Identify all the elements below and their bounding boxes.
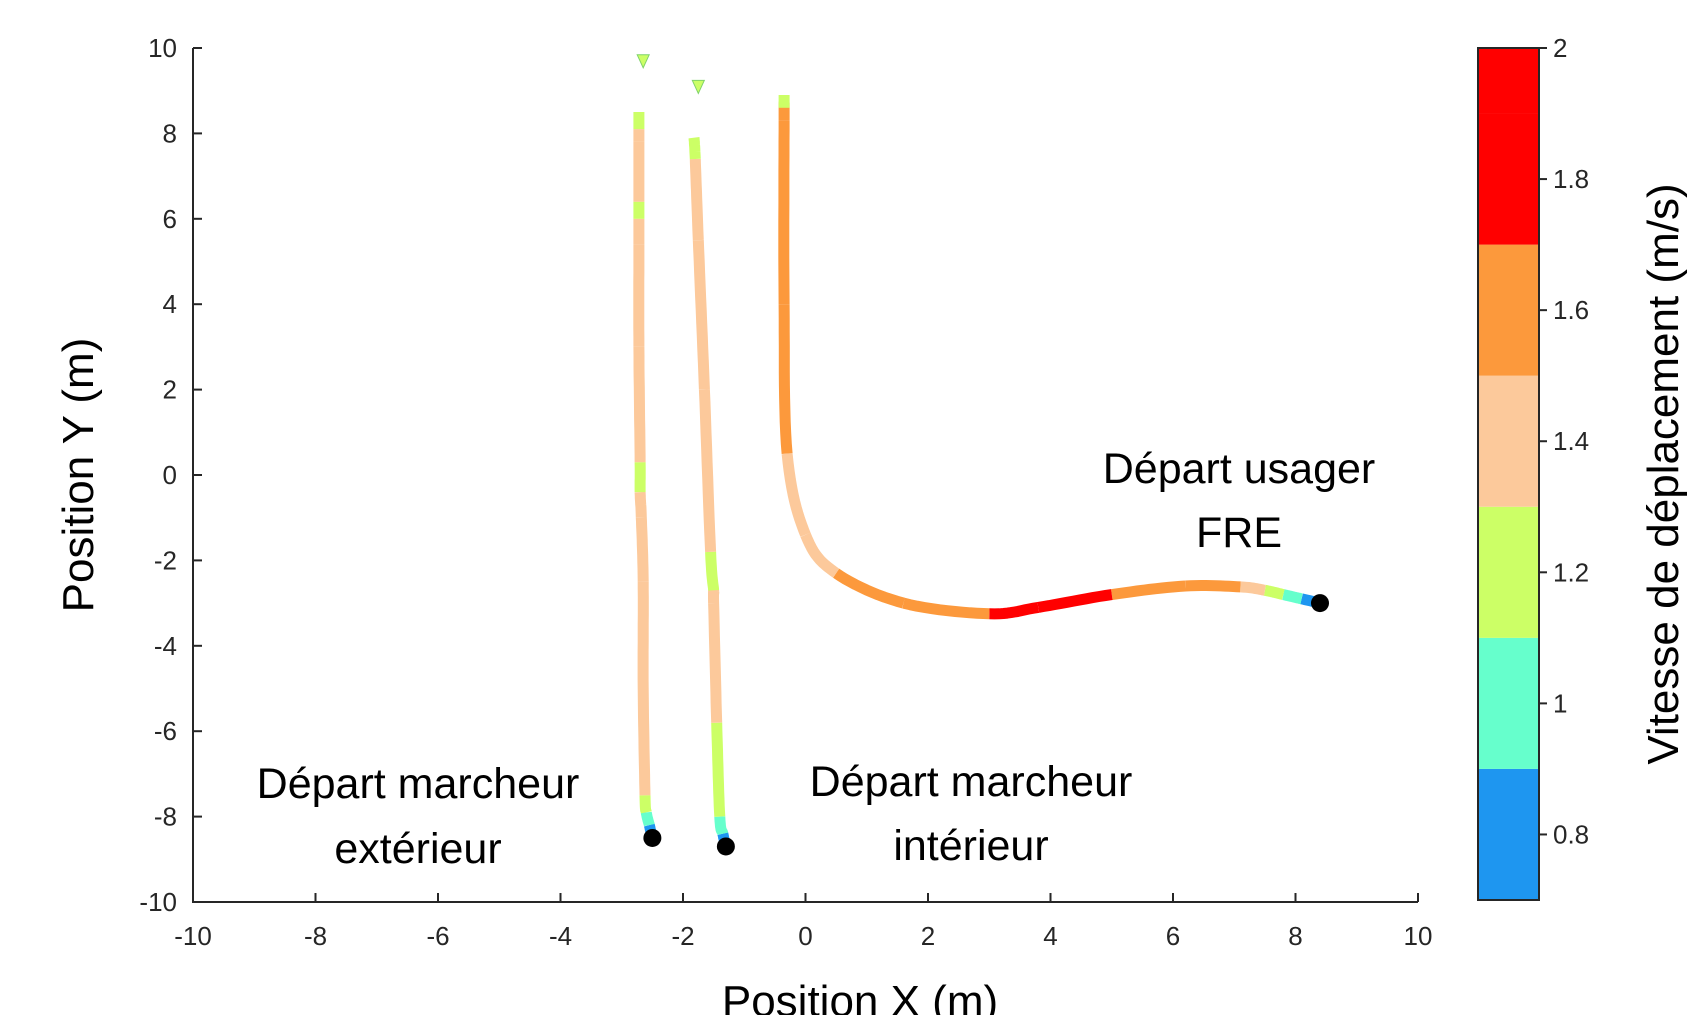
trajectory-segment [635, 516, 649, 582]
y-tick-label: -6 [154, 716, 177, 746]
annotations: Départ usager FRE Départ marcheur extéri… [257, 445, 1376, 873]
trajectory-segment [692, 239, 710, 390]
colorbar-tick-label: 1.6 [1553, 295, 1589, 325]
x-tick-label: 10 [1404, 921, 1433, 951]
trajectory-segment [634, 488, 647, 520]
annotation-user-start-line1: Départ usager [1103, 445, 1376, 493]
colorbar-tick-label: 1.8 [1553, 164, 1589, 194]
x-tick-label: -6 [426, 921, 449, 951]
colorbar-band [1478, 768, 1539, 900]
trajectory-segment [705, 551, 720, 594]
trajectory-segment [989, 601, 1040, 620]
trajectory-segment [1110, 580, 1186, 601]
y-tick-label: 8 [163, 118, 177, 148]
start-dot [643, 828, 662, 847]
trajectory-segment [1279, 589, 1306, 605]
trajectory-segment [639, 794, 652, 817]
trajectory-3 [778, 90, 1325, 620]
trajectory-segment [833, 568, 905, 609]
x-tick-label: 8 [1288, 921, 1302, 951]
y-tick-label: 4 [163, 289, 177, 319]
colorbar-tick-label: 1 [1553, 688, 1567, 718]
colorbar-band [1478, 637, 1539, 769]
x-tick-label: -8 [304, 921, 327, 951]
start-dot [1311, 594, 1329, 613]
trajectory-1 [633, 107, 658, 843]
trajectory-segment [1238, 581, 1269, 596]
trajectory-segment [640, 808, 655, 830]
colorbar-band [1478, 48, 1539, 114]
y-axis-ticks: -10 -8 -6 -4 -2 0 2 4 6 8 10 [139, 33, 202, 917]
trajectory-2 [688, 133, 732, 852]
markers [636, 54, 1329, 856]
colorbar-bands [1478, 48, 1539, 900]
x-tick-label: -4 [549, 921, 572, 951]
colorbar-tick-label: 1.4 [1553, 426, 1589, 456]
annotation-outer-walker-line2: extérieur [334, 825, 501, 873]
y-axis-title: Position Y (m) [54, 338, 103, 613]
colorbar-band [1478, 375, 1539, 507]
trajectory-segment [1261, 584, 1288, 600]
y-tick-label: 10 [148, 33, 177, 63]
annotation-inner-walker-line1: Départ marcheur [810, 758, 1133, 806]
trajectory-segment [781, 453, 811, 537]
annotation-inner-walker-line2: intérieur [893, 822, 1048, 870]
trajectory-segment [633, 346, 646, 463]
colorbar-title: Vitesse de déplacement (m/s) [1639, 183, 1688, 764]
x-tick-label: 4 [1043, 921, 1057, 951]
trajectory-segment [711, 722, 726, 817]
x-tick-label: -2 [671, 921, 694, 951]
trajectory-segment [637, 688, 651, 796]
x-tick-label: -10 [174, 921, 212, 951]
trajectory-segment [1185, 580, 1243, 593]
trajectories [633, 90, 1325, 852]
y-tick-label: -2 [154, 545, 177, 575]
trajectory-segment [688, 133, 701, 161]
x-tick-label: 0 [798, 921, 812, 951]
y-tick-label: 2 [163, 375, 177, 405]
end-marker [636, 54, 650, 70]
y-tick-label: 6 [163, 204, 177, 234]
y-tick-label: -10 [139, 887, 177, 917]
colorbar-frame [1477, 47, 1540, 901]
colorbar-band [1478, 244, 1539, 376]
trajectory-segment [800, 532, 840, 578]
trajectory-segment [1037, 589, 1113, 613]
colorbar-band [1478, 506, 1539, 638]
colorbar-tick-label: 0.8 [1553, 819, 1589, 849]
trajectory-segment [714, 815, 729, 839]
colorbar-tick-label: 1.2 [1553, 557, 1589, 587]
start-dot [716, 837, 735, 856]
colorbar-tick-label: 2 [1553, 33, 1567, 63]
trajectory-segment [778, 304, 793, 455]
colorbar: 0.8 1 1.2 1.4 1.6 1.8 2 Vitesse de déplacement… [1477, 33, 1688, 901]
x-tick-label: 6 [1166, 921, 1180, 951]
x-tick-label: 2 [921, 921, 935, 951]
colorbar-ticks: 0.8 1 1.2 1.4 1.6 1.8 2 [1539, 33, 1589, 849]
annotation-user-start-line2: FRE [1196, 509, 1282, 557]
trajectory-segment [698, 389, 717, 553]
y-tick-label: 0 [163, 460, 177, 490]
axes: -10 -8 -6 -4 -2 0 2 4 6 8 10 -10 -8 -6 -4 -2 0 2 4 6 8 10 Po… [54, 33, 1432, 1015]
trajectory-segment [902, 597, 990, 620]
x-axis-ticks: -10 -8 -6 -4 -2 0 2 4 6 8 10 [174, 893, 1432, 951]
annotation-outer-walker-line1: Départ marcheur [257, 760, 580, 808]
trajectory-segment [689, 158, 704, 241]
y-tick-label: -4 [154, 631, 177, 661]
colorbar-band [1478, 113, 1539, 245]
trajectory-segment [708, 602, 723, 723]
y-tick-label: -8 [154, 802, 177, 832]
end-marker [691, 79, 706, 95]
x-axis-title: Position X (m) [722, 977, 998, 1015]
